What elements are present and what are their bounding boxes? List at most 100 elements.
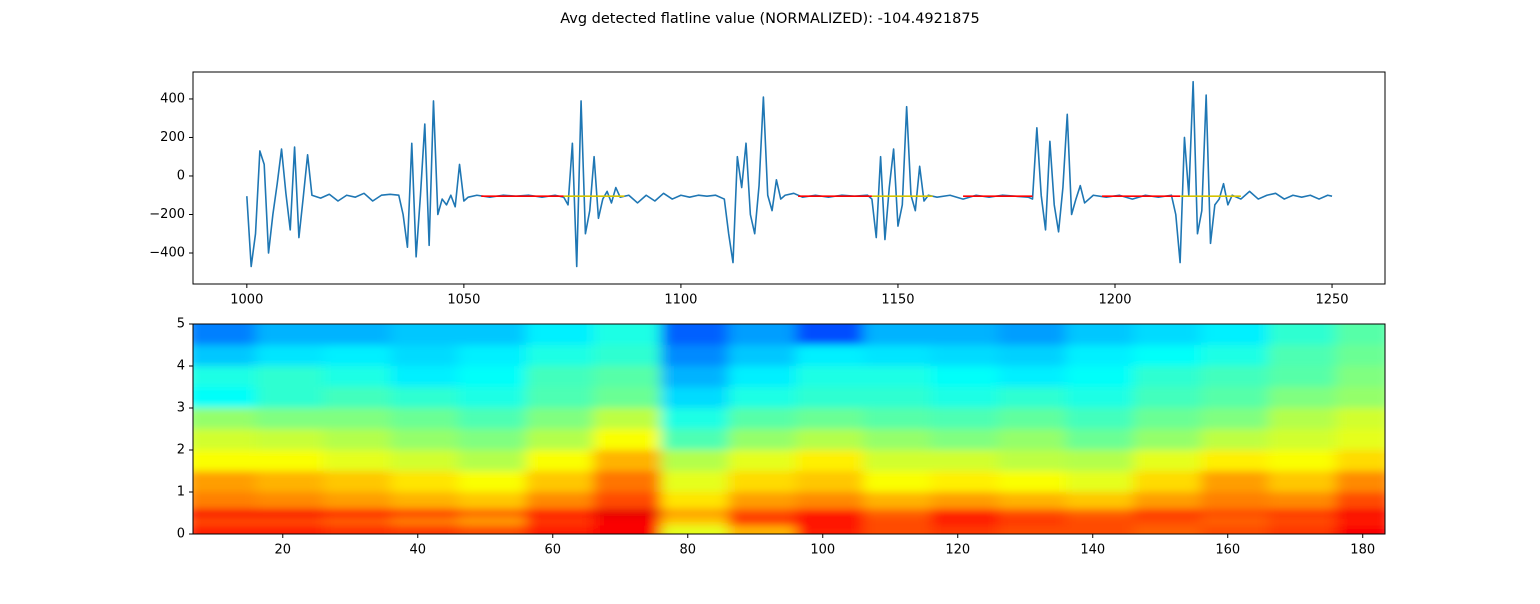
heatmap-cell (1065, 365, 1134, 387)
heatmap-cell (930, 516, 999, 526)
heatmap-cell (593, 324, 662, 345)
heatmap-cell (1065, 491, 1134, 509)
heatmap-cell (525, 386, 594, 408)
heatmap-cell (193, 428, 257, 450)
heatmap-cell (930, 508, 999, 518)
heatmap-cell (1200, 386, 1269, 408)
heatmap-cell (1335, 407, 1385, 429)
heatmap-cell (795, 386, 864, 408)
heatmap-cell (795, 470, 864, 492)
heatmap-cell (660, 407, 729, 429)
heatmap-cell (1335, 491, 1385, 509)
heatmap-cell (390, 525, 459, 534)
heatmap-cell (525, 516, 594, 526)
heatmap-cell (863, 407, 932, 429)
heatmap-cell (863, 365, 932, 387)
heatmap-cell (255, 344, 324, 366)
heatmap-cell (1065, 470, 1134, 492)
heatmap-cell (323, 324, 392, 345)
heatmap-cell (193, 449, 257, 471)
heatmap-cell (525, 428, 594, 450)
x-tick-label: 1250 (1315, 293, 1348, 308)
y-tick-label: 0 (177, 527, 185, 542)
heatmap-cell (1268, 508, 1337, 518)
heatmap-cell (1335, 324, 1385, 345)
heatmap-cell (458, 449, 527, 471)
heatmap-cell (255, 470, 324, 492)
heatmap-cell (1133, 491, 1202, 509)
heatmap-cell (255, 508, 324, 518)
heatmap-cell (660, 491, 729, 509)
heatmap-cell (1133, 508, 1202, 518)
heatmap-cell (193, 365, 257, 387)
heatmap-cell (728, 491, 797, 509)
x-tick-label: 180 (1350, 543, 1375, 558)
heatmap-cell (1200, 516, 1269, 526)
heatmap-cell (390, 470, 459, 492)
heatmap-cell (1200, 407, 1269, 429)
heatmap-cell (255, 324, 324, 345)
heatmap-cell (660, 525, 729, 534)
heatmap-cell (193, 324, 257, 345)
heatmap-cell (1200, 508, 1269, 518)
heatmap-cell (193, 344, 257, 366)
y-tick-label: −200 (149, 207, 185, 222)
heatmap-cell (1268, 516, 1337, 526)
heatmap-cell (1268, 470, 1337, 492)
heatmap-cell (1133, 407, 1202, 429)
heatmap-cell (998, 470, 1067, 492)
heatmap-cell (323, 491, 392, 509)
heatmap-cell (390, 365, 459, 387)
heatmap-cell (1335, 525, 1385, 534)
y-tick-label: 400 (160, 91, 185, 106)
y-tick-label: 200 (160, 130, 185, 145)
heatmap-cell (255, 365, 324, 387)
y-tick-label: 2 (177, 443, 185, 458)
heatmap-cell (1200, 324, 1269, 345)
heatmap-cell (998, 491, 1067, 509)
heatmap-cell (323, 508, 392, 518)
x-tick-label: 160 (1215, 543, 1240, 558)
heatmap-cell (390, 428, 459, 450)
heatmap-cell (660, 365, 729, 387)
heatmap-cell (390, 324, 459, 345)
y-tick-label: 3 (177, 401, 185, 416)
heatmap-cell (390, 516, 459, 526)
heatmap-cell (930, 470, 999, 492)
heatmap-cell (593, 470, 662, 492)
heatmap-cell (1133, 449, 1202, 471)
heatmap-cell (728, 470, 797, 492)
heatmap-cell (660, 516, 729, 526)
x-tick-label: 120 (945, 543, 970, 558)
heatmap-cell (458, 407, 527, 429)
heatmap-cell (728, 344, 797, 366)
heatmap-cell (323, 516, 392, 526)
heatmap-cell (795, 491, 864, 509)
heatmap-cell (1268, 449, 1337, 471)
heatmap-cell (1200, 344, 1269, 366)
heatmap-cell (660, 449, 729, 471)
heatmap-cell (193, 386, 257, 408)
x-tick-label: 100 (810, 543, 835, 558)
heatmap-cell (930, 449, 999, 471)
heatmap-cell (1268, 428, 1337, 450)
heatmap-cell (525, 491, 594, 509)
heatmap-cell (193, 491, 257, 509)
heatmap-cell (323, 449, 392, 471)
heatmap-cell (998, 344, 1067, 366)
heatmap-cell (458, 491, 527, 509)
heatmap-cell (728, 428, 797, 450)
heatmap-cell (1335, 516, 1385, 526)
x-tick-label: 1150 (881, 293, 914, 308)
heatmap-cell (1133, 324, 1202, 345)
heatmap-cell (390, 449, 459, 471)
heatmap-cell (593, 525, 662, 534)
heatmap-cell (1200, 449, 1269, 471)
heatmap-cell (795, 525, 864, 534)
x-tick-label: 140 (1080, 543, 1105, 558)
heatmap-cell (1335, 344, 1385, 366)
heatmap-cell (593, 428, 662, 450)
heatmap-cell (998, 508, 1067, 518)
heatmap-cell (525, 324, 594, 345)
heatmap-cell (323, 525, 392, 534)
